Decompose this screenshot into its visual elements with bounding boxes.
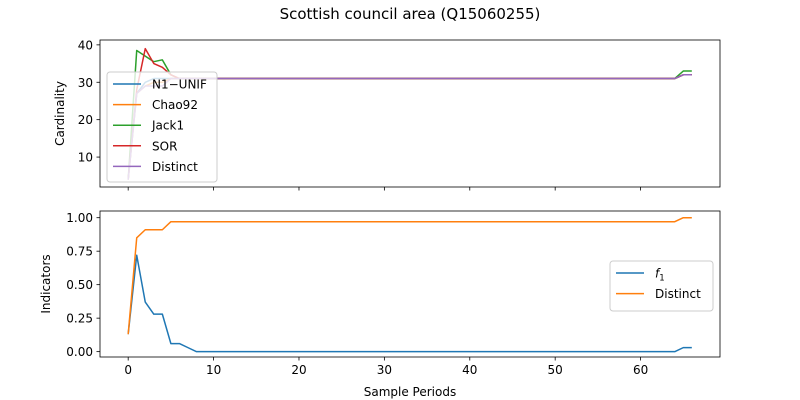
y-tick-label: 0.00 (66, 345, 93, 359)
legend-label-0: f1 (655, 267, 665, 284)
x-tick-label: 0 (124, 363, 132, 377)
y-tick-label: 20 (78, 113, 93, 127)
x-tick-label: 60 (633, 363, 648, 377)
series-line-0 (127, 254, 692, 353)
x-tick-label: 20 (291, 363, 306, 377)
x-axis-label: Sample Periods (364, 385, 456, 399)
series-line-1 (127, 216, 692, 335)
y-tick-label: 10 (78, 151, 93, 165)
y-axis-label: Indicators (39, 254, 53, 313)
x-tick-label: 10 (206, 363, 221, 377)
legend-label-3: SOR (152, 139, 177, 153)
legend-label-1: Distinct (655, 287, 701, 301)
legend-box (609, 260, 714, 312)
axes-frame (99, 210, 721, 358)
axes-frame (99, 39, 721, 188)
legend-label-2: Jack1 (151, 119, 184, 133)
x-tick-label: 50 (548, 363, 563, 377)
cardinality-panel: 10 20 30 40 Cardinality N1−UNIF Chao92 Jack1 SOR… (53, 38, 721, 191)
figure-title: Scottish council area (Q15060255) (280, 5, 541, 23)
y-tick-label: 0.75 (66, 245, 93, 259)
legend: f1 Distinct (609, 260, 714, 312)
y-tick-label: 0.25 (66, 312, 93, 326)
y-tick-label: 40 (78, 38, 93, 52)
y-tick-label: 30 (78, 76, 93, 90)
x-tick-label: 40 (462, 363, 477, 377)
indicators-panel: 0 10 20 30 40 50 60 0.00 0.25 0.50 0.75 1.00 Indicat… (39, 210, 721, 399)
legend-label-1: Chao92 (152, 98, 198, 112)
legend-label-4: Distinct (152, 160, 198, 174)
legend: N1−UNIF Chao92 Jack1 SOR Distinct (106, 71, 218, 183)
y-tick-label: 1.00 (66, 211, 93, 225)
y-tick-label: 0.50 (66, 278, 93, 292)
legend-box (106, 71, 218, 183)
x-tick-label: 30 (377, 363, 392, 377)
legend-label-0: N1−UNIF (152, 78, 207, 92)
y-axis-label: Cardinality (53, 81, 67, 146)
